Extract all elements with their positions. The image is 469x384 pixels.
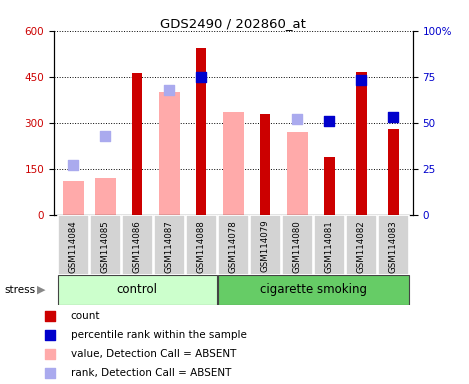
Bar [250,215,281,275]
Text: GSM114086: GSM114086 [133,220,142,273]
Text: GSM114083: GSM114083 [389,220,398,273]
Bar [159,92,180,215]
Text: GSM114087: GSM114087 [165,220,174,273]
Text: ▶: ▶ [38,285,46,295]
Bar [287,132,308,215]
Bar [132,73,143,215]
Point [358,78,365,84]
Bar [356,72,367,215]
Point [390,114,397,121]
Text: percentile rank within the sample: percentile rank within the sample [70,330,246,340]
Bar [58,275,217,305]
Bar [314,215,345,275]
Point [46,370,53,376]
Bar [324,157,334,215]
Bar [260,114,271,215]
Text: GSM114082: GSM114082 [357,220,366,273]
Bar [122,215,152,275]
Text: rank, Detection Call = ABSENT: rank, Detection Call = ABSENT [70,368,231,378]
Text: stress: stress [5,285,36,295]
Bar [154,215,185,275]
Bar [58,215,89,275]
Title: GDS2490 / 202860_at: GDS2490 / 202860_at [160,17,306,30]
Point [325,118,333,124]
Bar [218,215,249,275]
Bar [90,215,121,275]
Text: count: count [70,311,100,321]
Bar [388,129,399,215]
Bar [346,215,377,275]
Text: GSM114081: GSM114081 [325,220,334,273]
Text: value, Detection Call = ABSENT: value, Detection Call = ABSENT [70,349,236,359]
Point [101,133,109,139]
Text: GSM114080: GSM114080 [293,220,302,273]
Bar [378,215,409,275]
Point [69,162,77,168]
Text: GSM114085: GSM114085 [101,220,110,273]
Bar [196,48,206,215]
Text: GSM114079: GSM114079 [261,220,270,272]
Bar [186,215,217,275]
Point [46,313,53,319]
Point [197,74,205,80]
Bar [95,178,115,215]
Text: GSM114088: GSM114088 [197,220,206,273]
Bar [218,275,409,305]
Bar [282,215,313,275]
Point [166,87,173,93]
Bar [223,112,244,215]
Text: cigarette smoking: cigarette smoking [260,283,367,296]
Text: control: control [117,283,158,296]
Point [46,351,53,357]
Point [46,332,53,338]
Point [294,116,301,122]
Text: GSM114084: GSM114084 [68,220,78,273]
Bar [63,181,83,215]
Text: GSM114078: GSM114078 [229,220,238,273]
